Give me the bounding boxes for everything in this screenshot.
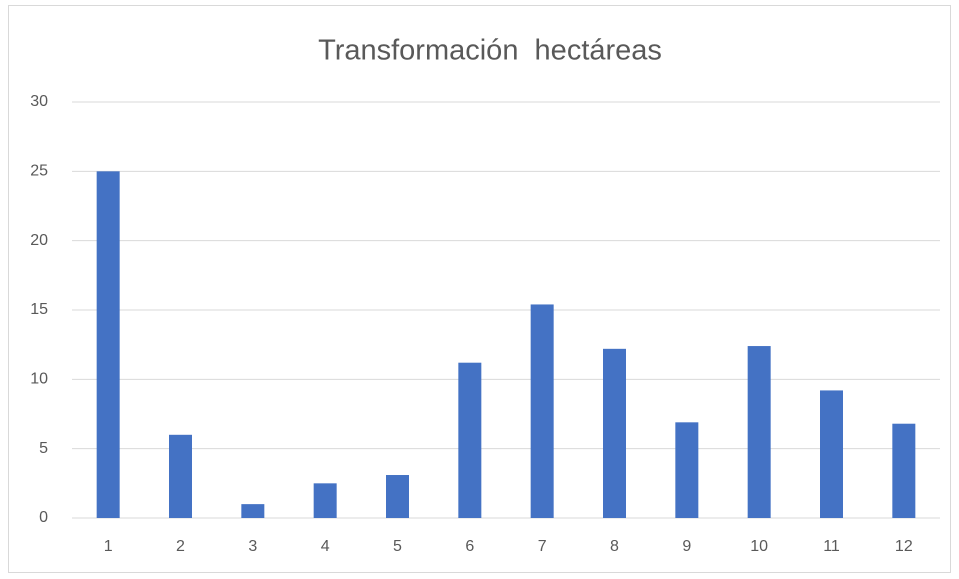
bar bbox=[169, 434, 192, 518]
y-tick-label: 20 bbox=[30, 232, 48, 249]
x-tick-label: 9 bbox=[682, 538, 691, 555]
x-tick-label: 11 bbox=[823, 538, 840, 555]
y-tick-label: 10 bbox=[30, 371, 48, 388]
x-tick-label: 5 bbox=[393, 538, 402, 555]
x-tick-label: 8 bbox=[610, 538, 619, 555]
y-tick-label: 0 bbox=[39, 509, 48, 526]
bar bbox=[96, 171, 120, 519]
y-tick-label: 5 bbox=[39, 440, 48, 457]
bar bbox=[530, 304, 554, 518]
chart-title: Transformación hectáreas bbox=[318, 35, 662, 67]
x-tick-label: 3 bbox=[248, 538, 257, 555]
x-tick-label: 10 bbox=[750, 538, 768, 555]
bar bbox=[458, 362, 482, 518]
bar bbox=[675, 422, 699, 518]
bar bbox=[892, 423, 916, 518]
bar bbox=[603, 348, 626, 518]
x-tick-label: 12 bbox=[895, 538, 913, 555]
bar bbox=[241, 504, 265, 518]
y-tick-label: 30 bbox=[30, 93, 48, 110]
bar bbox=[313, 483, 337, 518]
bar bbox=[386, 475, 409, 518]
x-tick-label: 7 bbox=[538, 538, 547, 555]
x-tick-label: 4 bbox=[321, 538, 330, 555]
bar bbox=[747, 346, 771, 518]
bar bbox=[820, 390, 843, 518]
x-tick-label: 6 bbox=[465, 538, 474, 555]
x-tick-label: 1 bbox=[104, 538, 113, 555]
y-tick-label: 25 bbox=[30, 163, 48, 180]
x-tick-label: 2 bbox=[176, 538, 185, 555]
y-tick-label: 15 bbox=[30, 301, 48, 318]
